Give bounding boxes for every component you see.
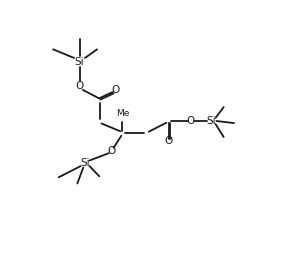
Text: O: O [112,85,120,95]
Text: Si: Si [75,57,84,66]
Text: O: O [107,146,116,156]
Text: O: O [75,81,84,91]
Text: Si: Si [80,158,90,168]
Text: O: O [164,136,173,147]
Text: Si: Si [207,116,216,126]
Text: O: O [187,116,195,126]
Text: Me: Me [116,109,129,118]
